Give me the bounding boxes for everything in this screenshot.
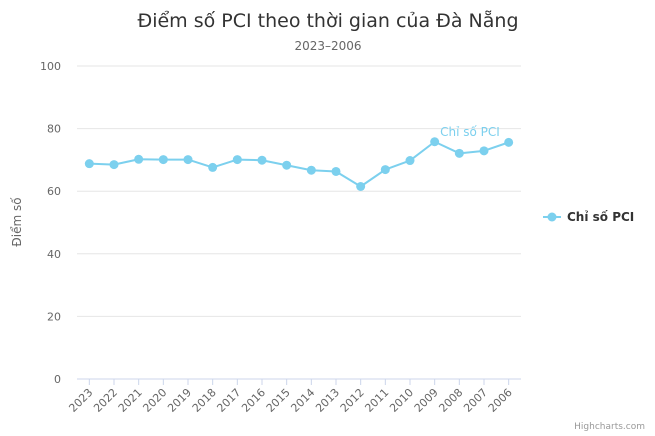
data-point[interactable] [331, 166, 341, 176]
data-point[interactable] [232, 155, 242, 165]
x-tick-label: 2012 [338, 386, 367, 415]
series-line [89, 140, 509, 188]
series-group [84, 137, 514, 192]
x-axis: 2023202220212020201920182017201620152014… [66, 379, 515, 415]
credits-link[interactable]: Highcharts.com [574, 422, 645, 432]
data-point[interactable] [479, 146, 489, 156]
data-point[interactable] [356, 182, 366, 192]
data-point[interactable] [257, 155, 267, 165]
y-tick-label: 20 [47, 310, 61, 323]
y-tick-label: 80 [47, 123, 61, 136]
x-tick-label: 2010 [387, 386, 416, 415]
y-tick-label: 60 [47, 185, 61, 198]
data-point[interactable] [380, 165, 390, 175]
y-tick-label: 40 [47, 248, 61, 261]
data-point[interactable] [183, 155, 193, 165]
x-tick-label: 2009 [412, 386, 441, 415]
x-tick-label: 2014 [288, 386, 317, 415]
grid [77, 65, 521, 380]
data-point[interactable] [158, 155, 168, 165]
x-tick-label: 2007 [461, 386, 490, 415]
x-tick-label: 2021 [116, 386, 145, 415]
x-tick-label: 2015 [264, 386, 293, 415]
data-point[interactable] [282, 160, 292, 170]
x-tick-label: 2019 [165, 386, 194, 415]
data-point[interactable] [208, 162, 218, 172]
series-data-label: Chỉ số PCI [440, 125, 500, 139]
x-tick-label: 2023 [66, 386, 95, 415]
x-tick-label: 2017 [214, 386, 243, 415]
data-point[interactable] [109, 160, 119, 170]
data-point[interactable] [84, 159, 94, 169]
x-tick-label: 2018 [190, 386, 219, 415]
x-tick-label: 2006 [486, 386, 515, 415]
data-point[interactable] [454, 148, 464, 158]
data-point[interactable] [504, 137, 514, 147]
chart-subtitle: 2023–2006 [294, 39, 361, 53]
x-tick-label: 2011 [362, 386, 391, 415]
data-point[interactable] [430, 137, 440, 147]
legend-marker [547, 212, 557, 222]
data-point[interactable] [306, 165, 316, 175]
chart-title: Điểm số PCI theo thời gian của Đà Nẵng [137, 9, 518, 32]
y-axis: 0 20 40 60 80 100 [40, 60, 61, 386]
y-tick-label: 100 [40, 60, 61, 73]
data-point[interactable] [405, 156, 415, 166]
x-tick-label: 2008 [436, 386, 465, 415]
x-tick-label: 2020 [140, 386, 169, 415]
x-tick-label: 2022 [91, 386, 120, 415]
legend-item[interactable]: Chỉ số PCI [543, 210, 634, 224]
y-axis-label: Điểm số [10, 197, 24, 247]
data-point[interactable] [134, 154, 144, 164]
x-tick-label: 2013 [313, 386, 342, 415]
legend-label: Chỉ số PCI [567, 210, 634, 224]
x-tick-label: 2016 [239, 386, 268, 415]
y-tick-label: 0 [54, 373, 61, 386]
